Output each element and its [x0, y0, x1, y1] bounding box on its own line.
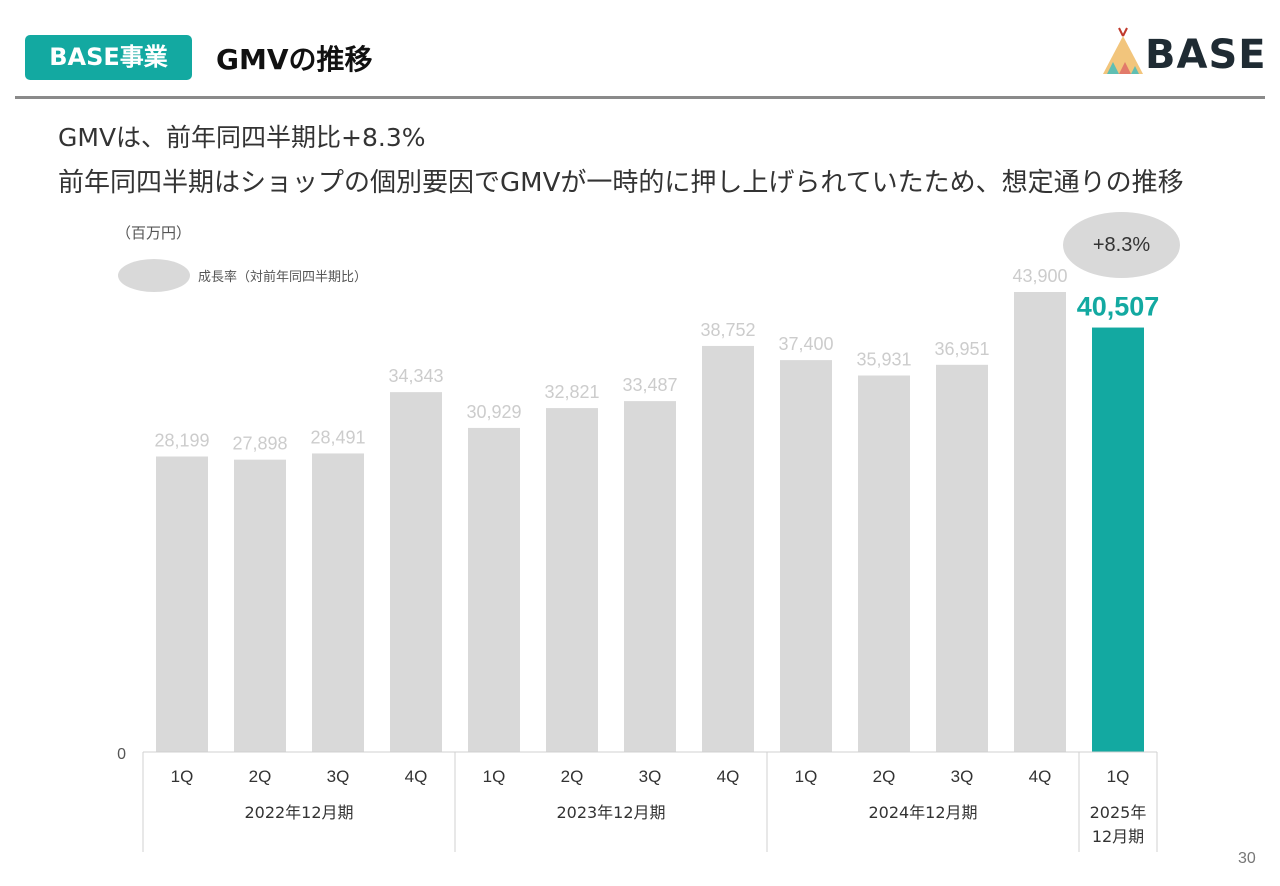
bar-value-label: 43,900: [1012, 266, 1067, 286]
x-tick-label: 1Q: [171, 767, 194, 786]
bar-value-label: 40,507: [1077, 292, 1160, 322]
x-tick-label: 4Q: [717, 767, 740, 786]
x-tick-label: 4Q: [405, 767, 428, 786]
section-badge: BASE事業: [25, 35, 192, 80]
group-label: 12月期: [1092, 827, 1144, 846]
bar-value-label: 30,929: [466, 402, 521, 422]
bar-value-label: 28,491: [310, 427, 365, 447]
legend-label: 成長率（対前年同四半期比）: [198, 270, 368, 285]
x-tick-label: 2Q: [873, 767, 896, 786]
bar: [546, 408, 598, 752]
bar-value-label: 37,400: [778, 334, 833, 354]
group-label: 2022年12月期: [244, 803, 353, 822]
group-label: 2023年12月期: [556, 803, 665, 822]
unit-label: （百万円）: [116, 224, 192, 242]
group-label: 2024年12月期: [868, 803, 977, 822]
bar: [234, 459, 286, 752]
bar: [1092, 327, 1144, 752]
x-tick-label: 1Q: [1107, 767, 1130, 786]
base-logo: BASE: [1097, 22, 1266, 78]
x-tick-label: 3Q: [639, 767, 662, 786]
x-tick-label: 1Q: [483, 767, 506, 786]
bar-value-label: 35,931: [856, 350, 911, 370]
subtitle-line-2: 前年同四半期はショップの個別要因でGMVが一時的に押し上げられていたため、想定通…: [58, 168, 1184, 198]
x-tick-label: 4Q: [1029, 767, 1052, 786]
bar: [1014, 292, 1066, 752]
header-divider: [15, 96, 1265, 99]
bar: [468, 427, 520, 752]
bar-value-label: 33,487: [622, 375, 677, 395]
page-title: GMVの推移: [216, 43, 373, 76]
bar-value-label: 38,752: [700, 320, 755, 340]
legend-ellipse: [118, 259, 190, 292]
bar-value-label: 34,343: [388, 366, 443, 386]
logo-text: BASE: [1145, 32, 1267, 78]
subtitle-line-1: GMVは、前年同四半期比+8.3%: [58, 123, 426, 152]
x-tick-label: 1Q: [795, 767, 818, 786]
bar: [312, 453, 364, 752]
x-tick-label: 3Q: [327, 767, 350, 786]
bar-value-label: 36,951: [934, 339, 989, 359]
bar: [780, 360, 832, 752]
x-tick-label: 3Q: [951, 767, 974, 786]
bar-value-label: 27,898: [232, 434, 287, 454]
bar: [702, 345, 754, 752]
page-number: 30: [1238, 850, 1256, 867]
growth-rate-callout: +8.3%: [1063, 212, 1180, 278]
bar-value-label: 32,821: [544, 382, 599, 402]
x-tick-label: 2Q: [249, 767, 272, 786]
x-tick-label: 2Q: [561, 767, 584, 786]
bar: [936, 364, 988, 752]
bar-value-label: 28,199: [154, 431, 209, 451]
bar: [858, 375, 910, 752]
group-label: 2025年: [1090, 803, 1147, 822]
bar: [156, 456, 208, 752]
bar: [390, 392, 442, 752]
y-zero-label: 0: [117, 746, 126, 763]
tent-logo-icon: [1103, 27, 1143, 74]
bar: [624, 401, 676, 752]
